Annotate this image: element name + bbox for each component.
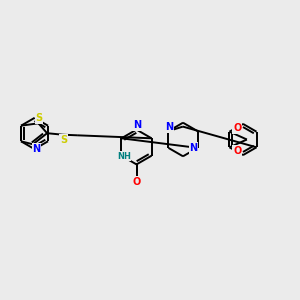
Text: O: O xyxy=(233,146,242,156)
Text: N: N xyxy=(133,120,141,130)
Text: S: S xyxy=(35,113,43,123)
Text: N: N xyxy=(189,143,197,153)
Text: S: S xyxy=(60,135,67,145)
Text: N: N xyxy=(165,122,173,132)
Text: O: O xyxy=(132,177,141,187)
Text: N: N xyxy=(32,144,41,154)
Text: NH: NH xyxy=(117,152,131,161)
Text: O: O xyxy=(233,123,242,133)
